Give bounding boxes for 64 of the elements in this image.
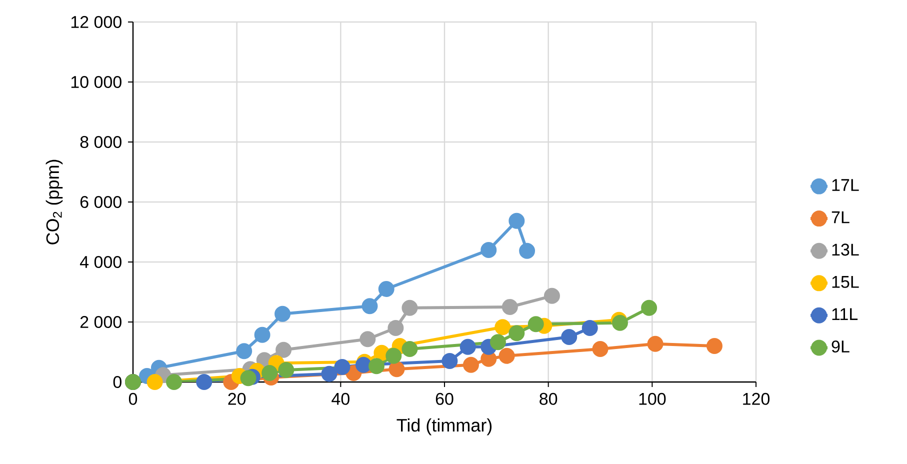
point xyxy=(274,306,291,322)
point xyxy=(508,325,525,342)
y-tick-label: 6 000 xyxy=(80,196,122,208)
x-tick-label: 60 xyxy=(436,392,454,405)
y-tick-label: 0 xyxy=(113,376,122,388)
point xyxy=(612,314,628,331)
point xyxy=(582,320,598,336)
y-tick-label: 10 000 xyxy=(71,76,122,88)
point xyxy=(544,288,560,304)
point xyxy=(166,374,182,390)
y-tick-label: 2 000 xyxy=(80,316,122,328)
point xyxy=(502,299,518,315)
legend-label: 15L xyxy=(832,276,859,288)
point xyxy=(196,374,212,390)
legend-label: 9L xyxy=(832,340,850,353)
point xyxy=(641,300,658,316)
point xyxy=(388,361,405,378)
legend-label: 7L xyxy=(832,211,850,224)
x-tick-label: 100 xyxy=(639,392,666,405)
point xyxy=(508,212,525,229)
x-tick-label: 120 xyxy=(743,392,770,405)
point xyxy=(402,341,418,357)
point xyxy=(360,331,376,348)
point xyxy=(334,359,350,375)
point xyxy=(262,365,278,381)
point xyxy=(498,348,515,364)
point xyxy=(362,298,378,314)
point xyxy=(321,366,338,382)
point xyxy=(442,353,458,369)
y-axis-title: CO$_{2}$ (ppm) xyxy=(46,160,63,244)
point xyxy=(388,320,404,336)
x-tick-label: 40 xyxy=(332,392,350,405)
point xyxy=(236,343,252,360)
x-tick-label: 0 xyxy=(128,392,138,405)
point xyxy=(378,281,394,297)
point xyxy=(647,336,664,352)
x-tick-label: 20 xyxy=(228,392,246,405)
point xyxy=(460,338,476,355)
x-axis-title: Tid (timmar) xyxy=(396,418,492,436)
point xyxy=(528,316,544,332)
y-tick-label: 12 000 xyxy=(71,16,122,28)
point xyxy=(490,334,506,350)
point xyxy=(462,356,479,373)
y-tick-label: 8 000 xyxy=(80,136,122,148)
point xyxy=(494,319,511,336)
point xyxy=(480,242,497,258)
point xyxy=(402,300,418,316)
point xyxy=(368,358,384,374)
point xyxy=(519,242,536,259)
point xyxy=(276,342,292,358)
point xyxy=(278,362,294,378)
point xyxy=(592,341,608,357)
point xyxy=(706,338,722,354)
legend-label: 11L xyxy=(832,308,858,320)
x-tick-label: 80 xyxy=(540,392,558,405)
legend-label: 17L xyxy=(832,179,859,191)
y-tick-label: 4 000 xyxy=(80,256,122,268)
point xyxy=(240,370,256,386)
point xyxy=(356,356,372,373)
legend-label: 13L xyxy=(832,244,859,256)
point xyxy=(146,374,163,390)
point xyxy=(254,326,270,343)
point xyxy=(561,329,578,345)
point xyxy=(386,348,402,364)
